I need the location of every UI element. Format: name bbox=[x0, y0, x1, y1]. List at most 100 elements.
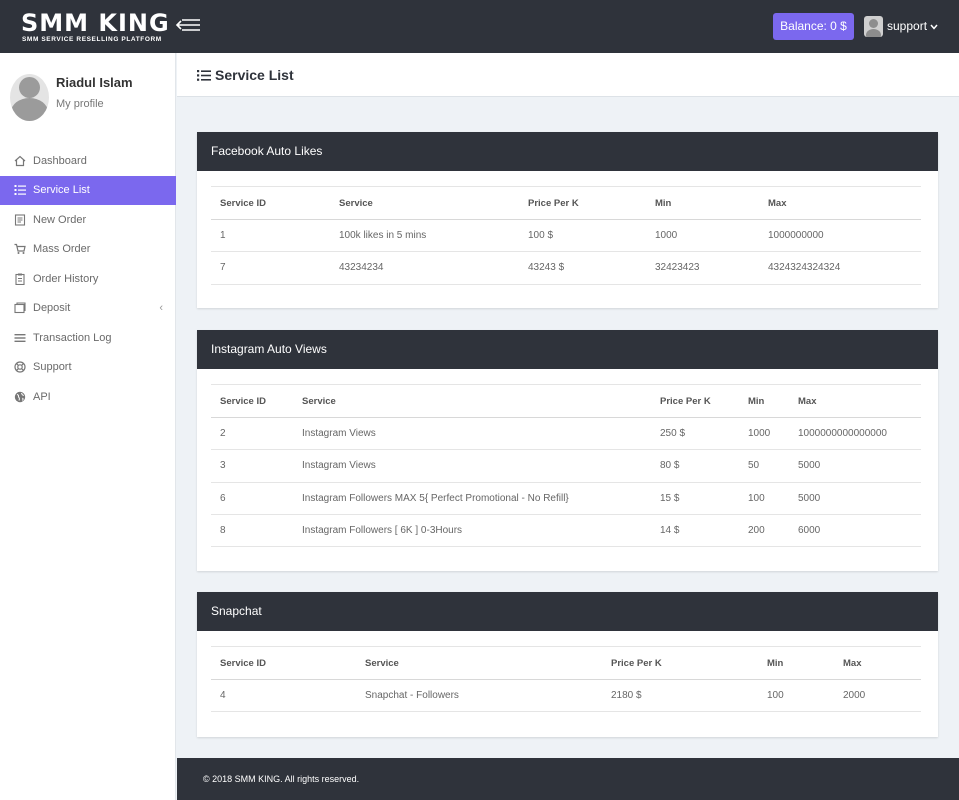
sidebar-item-transaction-log[interactable]: Transaction Log bbox=[0, 323, 176, 353]
column-header-price[interactable]: Price Per K bbox=[602, 646, 758, 680]
min-cell: 50 bbox=[739, 449, 789, 483]
service-category-card: Facebook Auto Likes Service ID Service P… bbox=[197, 132, 938, 308]
min-cell: 200 bbox=[739, 514, 789, 548]
price-cell: 250 $ bbox=[651, 417, 739, 451]
max-cell: 1000000000000000 bbox=[789, 417, 921, 451]
column-header-service[interactable]: Service bbox=[293, 384, 651, 418]
sidebar-item-dashboard[interactable]: Dashboard bbox=[0, 146, 176, 176]
username-label: support bbox=[887, 19, 928, 33]
column-header-service[interactable]: Service bbox=[356, 646, 602, 680]
price-cell: 2180 $ bbox=[602, 679, 758, 713]
sidebar-item-deposit[interactable]: Deposit ‹ bbox=[0, 294, 176, 324]
column-header-price[interactable]: Price Per K bbox=[519, 186, 646, 220]
table-row: 6 Instagram Followers MAX 5{ Perfect Pro… bbox=[211, 482, 921, 515]
max-cell: 5000 bbox=[789, 449, 921, 483]
service-name-cell: Instagram Views bbox=[293, 417, 651, 451]
avatar bbox=[10, 74, 49, 121]
service-name-cell: Snapchat - Followers bbox=[356, 679, 602, 713]
column-header-min[interactable]: Min bbox=[739, 384, 789, 418]
column-header-service[interactable]: Service bbox=[330, 186, 519, 220]
list-icon bbox=[13, 183, 27, 197]
lifebuoy-icon bbox=[13, 360, 27, 374]
table-row: 2 Instagram Views 250 $ 1000 10000000000… bbox=[211, 417, 921, 451]
sidebar-item-support[interactable]: Support bbox=[0, 353, 176, 383]
column-header-max[interactable]: Max bbox=[834, 646, 921, 680]
column-header-service-id[interactable]: Service ID bbox=[211, 384, 293, 418]
column-header-max[interactable]: Max bbox=[759, 186, 921, 220]
clipboard-icon bbox=[13, 272, 27, 286]
sidebar-item-label: New Order bbox=[33, 213, 87, 226]
table-row: 7 43234234 43243 $ 32423423 432432432432… bbox=[211, 251, 921, 285]
table-row: 1 100k likes in 5 mins 100 $ 1000 100000… bbox=[211, 219, 921, 253]
user-menu[interactable]: support bbox=[864, 15, 938, 37]
service-name-cell: Instagram Views bbox=[293, 449, 651, 483]
column-header-min[interactable]: Min bbox=[646, 186, 759, 220]
service-category-card: Instagram Auto Views Service ID Service … bbox=[197, 330, 938, 571]
column-header-price[interactable]: Price Per K bbox=[651, 384, 739, 418]
price-cell: 100 $ bbox=[519, 219, 646, 253]
service-category-card: Snapchat Service ID Service Price Per K … bbox=[197, 592, 938, 737]
category-title: Instagram Auto Views bbox=[197, 330, 938, 369]
sidebar: Riadul Islam My profile Dashboard Servic… bbox=[0, 53, 176, 800]
service-id-cell: 3 bbox=[211, 449, 293, 483]
price-cell: 43243 $ bbox=[519, 251, 646, 285]
service-name-cell: Instagram Followers [ 6K ] 0-3Hours bbox=[293, 514, 651, 548]
balance-button[interactable]: Balance: 0 $ bbox=[773, 13, 854, 40]
price-cell: 14 $ bbox=[651, 514, 739, 548]
min-cell: 32423423 bbox=[646, 251, 759, 285]
sidebar-item-label: Order History bbox=[33, 272, 99, 285]
min-cell: 100 bbox=[739, 482, 789, 515]
sidebar-item-api[interactable]: API bbox=[0, 382, 176, 412]
service-table: Service ID Service Price Per K Min Max 1… bbox=[211, 186, 921, 285]
service-id-cell: 1 bbox=[211, 219, 330, 253]
wallet-icon bbox=[13, 301, 27, 315]
max-cell: 4324324324324 bbox=[759, 251, 921, 285]
page-title-text: Service List bbox=[215, 67, 294, 83]
bars-icon bbox=[13, 331, 27, 345]
user-profile: Riadul Islam My profile bbox=[10, 74, 170, 124]
sidebar-item-label: API bbox=[33, 390, 51, 403]
table-header-row: Service ID Service Price Per K Min Max bbox=[211, 186, 921, 220]
sidebar-item-label: Service List bbox=[33, 184, 90, 197]
max-cell: 5000 bbox=[789, 482, 921, 515]
home-icon bbox=[13, 154, 27, 168]
service-name-cell: Instagram Followers MAX 5{ Perfect Promo… bbox=[293, 482, 651, 515]
sidebar-item-label: Support bbox=[33, 361, 72, 374]
max-cell: 6000 bbox=[789, 514, 921, 548]
user-avatar-icon bbox=[864, 15, 883, 37]
sidebar-item-mass-order[interactable]: Mass Order bbox=[0, 235, 176, 265]
document-icon bbox=[13, 213, 27, 227]
min-cell: 1000 bbox=[739, 417, 789, 451]
page-title: Service List bbox=[197, 67, 294, 83]
chevron-left-icon: ‹ bbox=[159, 301, 163, 314]
sidebar-nav: Dashboard Service List New Order Mass Or… bbox=[0, 146, 176, 412]
sidebar-item-service-list[interactable]: Service List bbox=[0, 175, 176, 205]
service-name-cell: 100k likes in 5 mins bbox=[330, 219, 519, 253]
column-header-min[interactable]: Min bbox=[758, 646, 834, 680]
service-id-cell: 7 bbox=[211, 251, 330, 285]
sidebar-item-order-history[interactable]: Order History bbox=[0, 264, 176, 294]
service-id-cell: 8 bbox=[211, 514, 293, 548]
service-table: Service ID Service Price Per K Min Max 2… bbox=[211, 384, 921, 548]
top-navbar: SMM KING SMM SERVICE RESELLING PLATFORM … bbox=[0, 0, 959, 53]
service-id-cell: 4 bbox=[211, 679, 356, 713]
page-header: Service List bbox=[177, 53, 959, 97]
sidebar-toggle-icon[interactable] bbox=[175, 17, 201, 33]
footer: © 2018 SMM KING. All rights reserved. bbox=[177, 758, 959, 800]
chevron-down-icon bbox=[930, 19, 938, 33]
sidebar-item-new-order[interactable]: New Order bbox=[0, 205, 176, 235]
column-header-service-id[interactable]: Service ID bbox=[211, 646, 356, 680]
service-table: Service ID Service Price Per K Min Max 4… bbox=[211, 646, 921, 713]
table-header-row: Service ID Service Price Per K Min Max bbox=[211, 646, 921, 680]
my-profile-link[interactable]: My profile bbox=[56, 98, 104, 110]
brand-logo[interactable]: SMM KING SMM SERVICE RESELLING PLATFORM bbox=[21, 10, 170, 44]
profile-name: Riadul Islam bbox=[56, 75, 133, 90]
price-cell: 15 $ bbox=[651, 482, 739, 515]
list-icon bbox=[197, 69, 211, 81]
sidebar-item-label: Transaction Log bbox=[33, 331, 112, 344]
column-header-service-id[interactable]: Service ID bbox=[211, 186, 330, 220]
sidebar-item-label: Mass Order bbox=[33, 243, 91, 256]
service-id-cell: 6 bbox=[211, 482, 293, 515]
brand-tagline: SMM SERVICE RESELLING PLATFORM bbox=[22, 36, 162, 43]
column-header-max[interactable]: Max bbox=[789, 384, 921, 418]
